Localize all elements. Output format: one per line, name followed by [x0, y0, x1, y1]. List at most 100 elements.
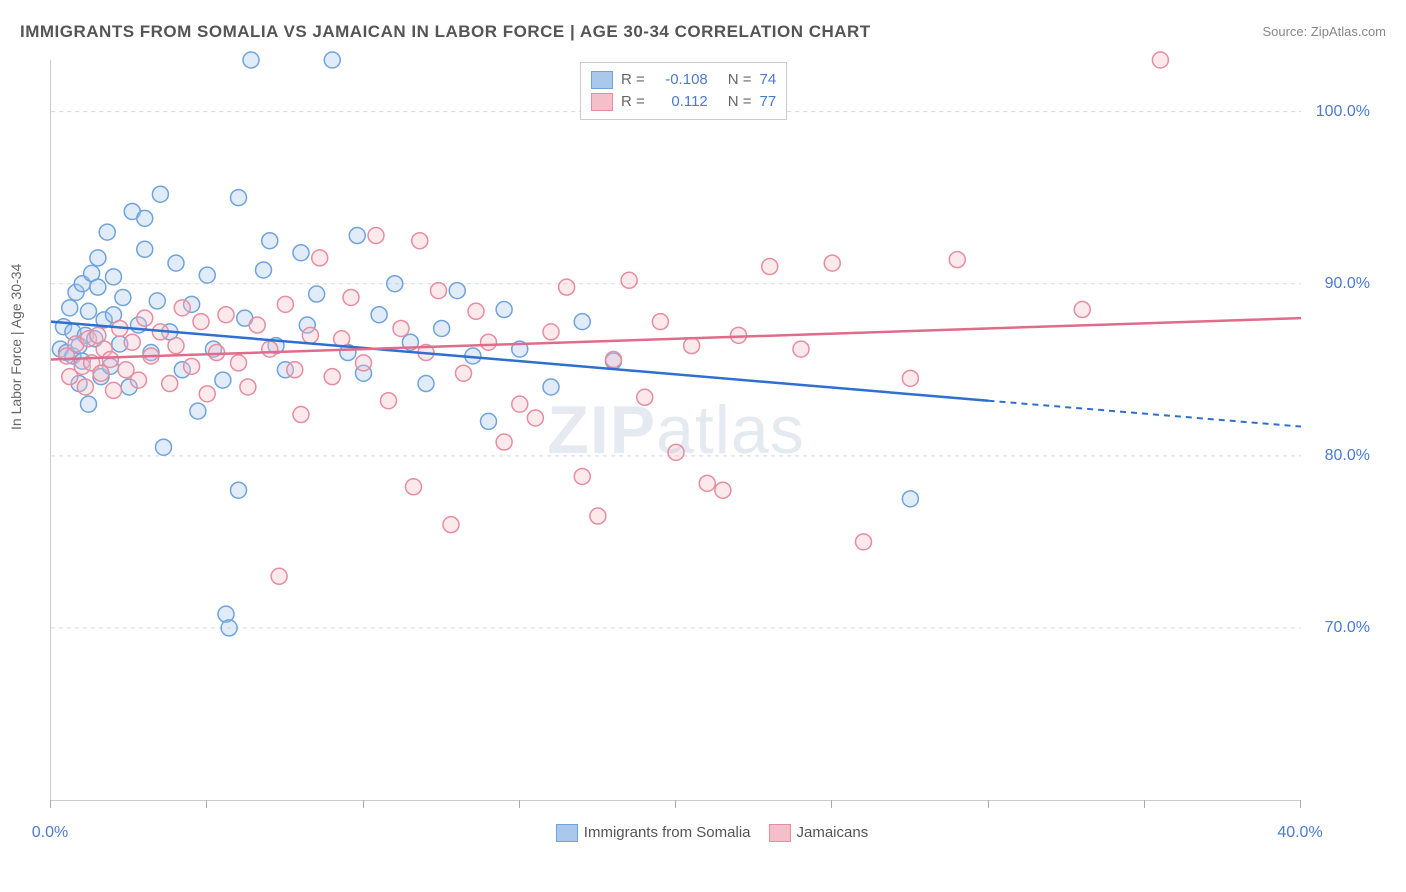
data-point: [99, 224, 115, 240]
data-point: [324, 52, 340, 68]
data-point: [527, 410, 543, 426]
data-point: [243, 52, 259, 68]
data-point: [293, 407, 309, 423]
data-point: [406, 479, 422, 495]
data-point: [496, 302, 512, 318]
data-point: [349, 228, 365, 244]
data-point: [106, 269, 122, 285]
data-point: [124, 334, 140, 350]
regression-line-extrapolated: [989, 401, 1302, 427]
data-point: [356, 355, 372, 371]
data-point: [302, 327, 318, 343]
data-point: [199, 386, 215, 402]
data-point: [412, 233, 428, 249]
legend-row: R = -0.108 N = 74: [591, 69, 776, 91]
x-tick: [1144, 800, 1145, 808]
data-point: [574, 468, 590, 484]
data-point: [184, 358, 200, 374]
data-point: [193, 314, 209, 330]
data-point: [449, 283, 465, 299]
data-point: [637, 389, 653, 405]
data-point: [102, 351, 118, 367]
x-tick-label: 40.0%: [1277, 824, 1322, 842]
series-legend: Immigrants from Somalia Jamaicans: [0, 824, 1406, 842]
data-point: [262, 233, 278, 249]
data-point: [77, 379, 93, 395]
data-point: [312, 250, 328, 266]
x-tick-label: 0.0%: [32, 824, 68, 842]
data-point: [277, 296, 293, 312]
data-point: [1152, 52, 1168, 68]
y-axis-label: In Labor Force | Age 30-34: [8, 264, 24, 430]
data-point: [149, 293, 165, 309]
data-point: [381, 393, 397, 409]
data-point: [221, 620, 237, 636]
data-point: [1074, 302, 1090, 318]
data-point: [90, 250, 106, 266]
data-point: [393, 320, 409, 336]
legend-swatch: [591, 93, 613, 111]
data-point: [81, 303, 97, 319]
data-point: [256, 262, 272, 278]
legend-n-value: 74: [760, 69, 777, 91]
data-point: [793, 341, 809, 357]
data-point: [468, 303, 484, 319]
data-point: [81, 396, 97, 412]
data-point: [434, 320, 450, 336]
data-point: [606, 351, 622, 367]
data-point: [715, 482, 731, 498]
data-point: [652, 314, 668, 330]
legend-swatch: [591, 71, 613, 89]
data-point: [371, 307, 387, 323]
data-point: [418, 376, 434, 392]
legend-series-label: Immigrants from Somalia: [584, 824, 751, 841]
x-tick: [519, 800, 520, 808]
data-point: [443, 517, 459, 533]
x-tick: [206, 800, 207, 808]
data-point: [512, 396, 528, 412]
data-point: [62, 300, 78, 316]
data-point: [231, 355, 247, 371]
data-point: [699, 475, 715, 491]
data-point: [231, 190, 247, 206]
y-tick-label: 100.0%: [1316, 103, 1370, 121]
data-point: [115, 289, 131, 305]
data-point: [162, 376, 178, 392]
data-point: [543, 324, 559, 340]
chart-title: IMMIGRANTS FROM SOMALIA VS JAMAICAN IN L…: [20, 22, 871, 42]
data-point: [262, 341, 278, 357]
y-tick-label: 80.0%: [1325, 447, 1370, 465]
data-point: [287, 362, 303, 378]
x-tick: [1300, 800, 1301, 808]
data-point: [324, 369, 340, 385]
x-tick: [363, 800, 364, 808]
legend-r-value: -0.108: [653, 69, 708, 91]
y-tick-label: 70.0%: [1325, 619, 1370, 637]
legend-n-label: N =: [728, 91, 752, 113]
x-tick: [831, 800, 832, 808]
source-attribution: Source: ZipAtlas.com: [1262, 24, 1386, 39]
data-point: [387, 276, 403, 292]
data-point: [496, 434, 512, 450]
legend-r-label: R =: [621, 91, 645, 113]
data-point: [249, 317, 265, 333]
data-point: [431, 283, 447, 299]
legend-series-label: Jamaicans: [797, 824, 869, 841]
data-point: [334, 331, 350, 347]
data-point: [106, 382, 122, 398]
correlation-legend: R = -0.108N = 74R = 0.112N = 77: [580, 62, 787, 120]
legend-r-label: R =: [621, 69, 645, 91]
x-tick: [988, 800, 989, 808]
regression-line: [51, 318, 1301, 359]
data-point: [131, 372, 147, 388]
data-point: [190, 403, 206, 419]
data-point: [215, 372, 231, 388]
data-point: [137, 210, 153, 226]
data-point: [343, 289, 359, 305]
legend-n-label: N =: [728, 69, 752, 91]
scatter-svg: [51, 60, 1301, 800]
plot-area: ZIPatlas: [50, 60, 1301, 801]
data-point: [902, 491, 918, 507]
data-point: [231, 482, 247, 498]
data-point: [574, 314, 590, 330]
